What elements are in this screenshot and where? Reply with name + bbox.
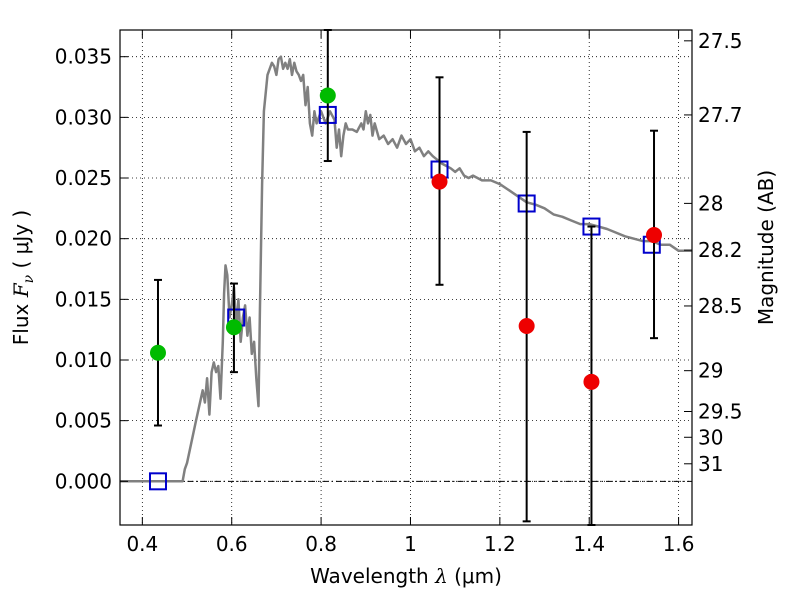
- y2-tick-label: 31: [698, 452, 723, 476]
- nir-detections: [431, 76, 663, 526]
- x-tick-label: 0.6: [216, 532, 248, 556]
- data-point: [583, 373, 600, 390]
- grid: [120, 30, 692, 525]
- y-tick-label: 0.035: [55, 45, 112, 69]
- y2-tick-label: 29: [698, 359, 723, 383]
- y2-tick-label: 27.7: [698, 103, 743, 127]
- y-tick-label: 0.015: [55, 287, 112, 311]
- y-tick-label: 0.010: [55, 348, 112, 372]
- model-spectrum: [120, 55, 692, 483]
- y-tick-label: 0.020: [55, 227, 112, 251]
- x-tick-label: 1.2: [484, 532, 516, 556]
- x-tick-label: 1.4: [573, 532, 605, 556]
- y2-tick-label: 27.5: [698, 29, 743, 53]
- y-tick-label: 0.000: [55, 469, 112, 493]
- optical-detections: [149, 29, 336, 427]
- y-tick-label: 0.025: [55, 166, 112, 190]
- model-square-marker: [148, 472, 167, 491]
- x-tick-label: 0.4: [126, 532, 158, 556]
- x-axis-label: Wavelength λ (μm): [310, 564, 502, 588]
- model-photometry: [148, 105, 661, 491]
- y2-axis-label: Magnitude (AB): [754, 170, 778, 325]
- data-point: [149, 344, 166, 361]
- x-axis-ticks: 0.4 0.6 0.8 1 1.2 1.4 1.6: [126, 30, 695, 556]
- data-point: [225, 319, 242, 336]
- x-tick-label: 1.6: [663, 532, 695, 556]
- y2-tick-label: 28.2: [698, 238, 743, 262]
- y-axis-label: Flux Fν ( μJy ): [9, 210, 38, 345]
- data-point: [518, 318, 535, 335]
- data-point: [646, 227, 663, 244]
- y2-tick-label: 28.5: [698, 294, 743, 318]
- y2-axis-ticks: 27.5 27.7 28 28.2 28.5 29 29.530 31: [684, 29, 743, 476]
- plot-frame: [119, 29, 693, 526]
- data-point: [319, 87, 336, 104]
- x-tick-label: 0.8: [305, 532, 337, 556]
- y2-tick-label: 30: [698, 425, 723, 449]
- y2-tick-label: 28: [698, 191, 723, 215]
- data-point: [431, 173, 448, 190]
- y2-tick-label: 29.5: [698, 400, 743, 424]
- spectrum-line: [120, 55, 692, 483]
- y-tick-label: 0.005: [55, 409, 112, 433]
- y-axis-ticks: 0.000 0.005 0.010 0.015 0.020 0.025 0.030 0.035: [55, 45, 128, 493]
- x-tick-label: 1: [404, 532, 417, 556]
- y-tick-label: 0.030: [55, 105, 112, 129]
